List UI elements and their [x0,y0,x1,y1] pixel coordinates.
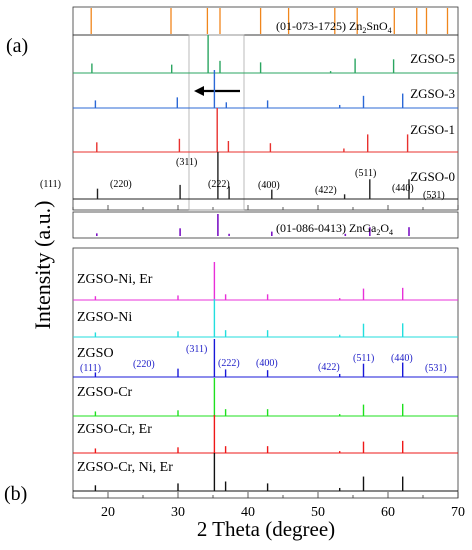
ref-bottom-label: (01-086-0413) ZnGa2O4 [276,221,393,237]
hkl-label: (400) [258,180,280,191]
hkl-label: (440) [391,353,413,364]
hkl-label: (311) [186,344,207,355]
series-label: ZGSO-1 [410,122,455,137]
ref-top-label: (01-073-1725) Zn2SnO4 [276,19,392,35]
hkl-label: (222) [218,358,240,369]
x-axis-label: 2 Theta (degree) [197,517,335,541]
series-label: ZGSO-Cr, Er [77,422,152,437]
zoom-box [188,34,245,211]
series-label: ZGSO-Ni [77,310,132,325]
series-label: ZGSO-0 [410,169,455,184]
x-tick-label: 20 [101,505,115,520]
series-label: ZGSO-Cr [77,385,133,400]
hkl-label: (400) [256,358,278,369]
series-label: ZGSO-Ni, Er [77,272,153,287]
hkl-label: (311) [176,157,197,168]
panel-a-znga2o4-sticks [96,214,410,236]
hkl-label: (111) [40,179,61,190]
series-label: ZGSO-Cr, Ni, Er [77,460,173,475]
x-tick-label: 50 [311,505,325,520]
x-tick-label: 30 [171,505,185,520]
hkl-label: (440) [392,183,414,194]
shift-arrow-head [194,86,204,96]
panel-b-series: ZGSO-Ni, Er ZGSO-Ni ZGSO ZGSO-Cr ZGSO-Cr, Er… [73,262,458,492]
hkl-label: (531) [423,190,445,201]
x-tick-label: 70 [451,505,465,520]
hkl-label: (220) [133,359,155,370]
panel-label-b: (b) [4,483,27,505]
hkl-label: (422) [318,362,340,373]
hkl-label: (422) [315,185,337,196]
hkl-label: (511) [353,353,374,364]
hkl-label: (511) [355,168,376,179]
panel-a-ref-frame [72,6,459,36]
series-label: ZGSO-3 [410,86,455,101]
x-tick-label: 40 [241,505,255,520]
series-label: ZGSO-5 [410,51,455,66]
series-label: ZGSO [77,346,114,361]
panel-b-frame [72,247,459,499]
hkl-label: (111) [80,363,101,374]
hkl-label: (531) [425,363,447,374]
x-tick-label: 60 [381,505,395,520]
panel-a-zgao-frame [72,211,459,239]
panel-label-a: (a) [6,35,28,57]
panel-a-series: ZGSO-5 ZGSO-3 ZGSO-1 ZGSO-0 (111) (220) (311) (… [40,35,458,201]
hkl-label: (222) [208,179,230,190]
panel-a-frame [72,34,459,211]
y-axis-label: Intensity (a.u.) [30,201,55,330]
axis-ticks: 20 30 40 50 60 70 [72,205,465,520]
panel-a-zn2sno4-sticks [90,8,449,34]
hkl-label: (220) [110,179,132,190]
